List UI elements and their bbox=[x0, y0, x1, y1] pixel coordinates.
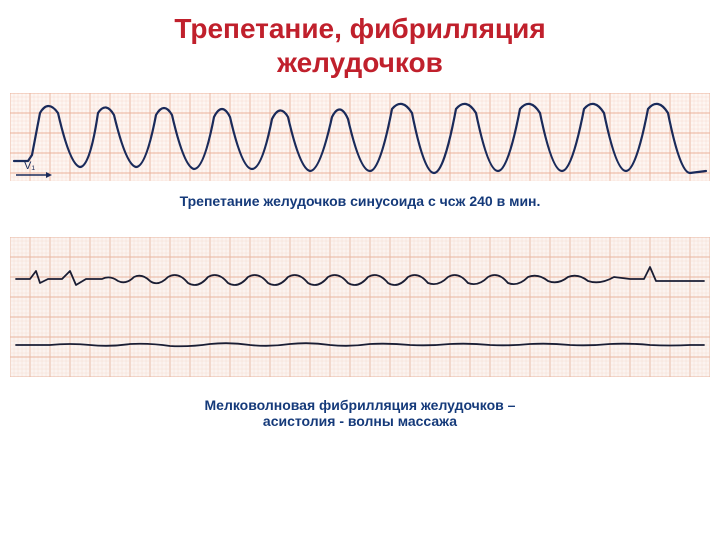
caption2-line2: асистолия - волны массажа bbox=[263, 413, 457, 429]
ecg-strip-flutter: V₁ bbox=[10, 93, 710, 181]
caption2-line1: Мелковолновая фибрилляция желудочков – bbox=[205, 397, 516, 413]
title-line2: желудочков bbox=[277, 47, 443, 78]
caption-fibrillation: Мелковолновая фибрилляция желудочков – а… bbox=[0, 397, 720, 429]
ecg-strip-fibrillation bbox=[10, 237, 710, 377]
caption-flutter: Трепетание желудочков синусоида с чсж 24… bbox=[0, 193, 720, 209]
slide-title: Трепетание, фибрилляция желудочков bbox=[0, 12, 720, 79]
title-line1: Трепетание, фибрилляция bbox=[174, 13, 545, 44]
lead-label: V₁ bbox=[24, 160, 35, 172]
